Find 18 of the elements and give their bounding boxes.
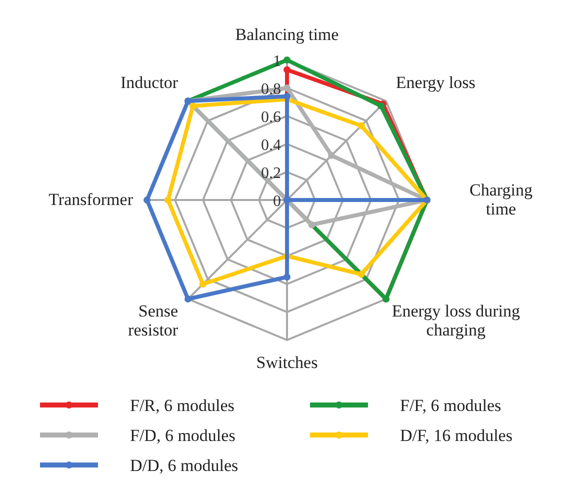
y-tick-label: 0 xyxy=(273,193,281,210)
spoke-label: Transformer xyxy=(48,190,134,209)
spoke-label: Switches xyxy=(256,353,318,372)
y-tick-label: 1 xyxy=(273,53,281,70)
spoke-label: Sense resistor xyxy=(128,301,178,340)
y-tick-label: 0.4 xyxy=(261,137,281,154)
y-tick-label: 0.2 xyxy=(261,165,281,182)
y-tick-label: 0.6 xyxy=(261,109,281,126)
spoke-label: Balancing time xyxy=(235,25,339,44)
legend-label: D/F, 16 modules xyxy=(400,426,512,445)
legend-label: D/D, 6 modules xyxy=(130,456,238,475)
spoke-label: Energy loss xyxy=(396,73,476,92)
spoke-label: Inductor xyxy=(120,73,178,92)
spoke-label: Energy loss during charging xyxy=(392,301,520,340)
legend-label: F/F, 6 modules xyxy=(400,396,502,415)
legend-label: F/D, 6 modules xyxy=(130,426,236,445)
spoke-label: Charging time xyxy=(470,180,533,218)
legend-label: F/R, 6 modules xyxy=(130,396,234,415)
